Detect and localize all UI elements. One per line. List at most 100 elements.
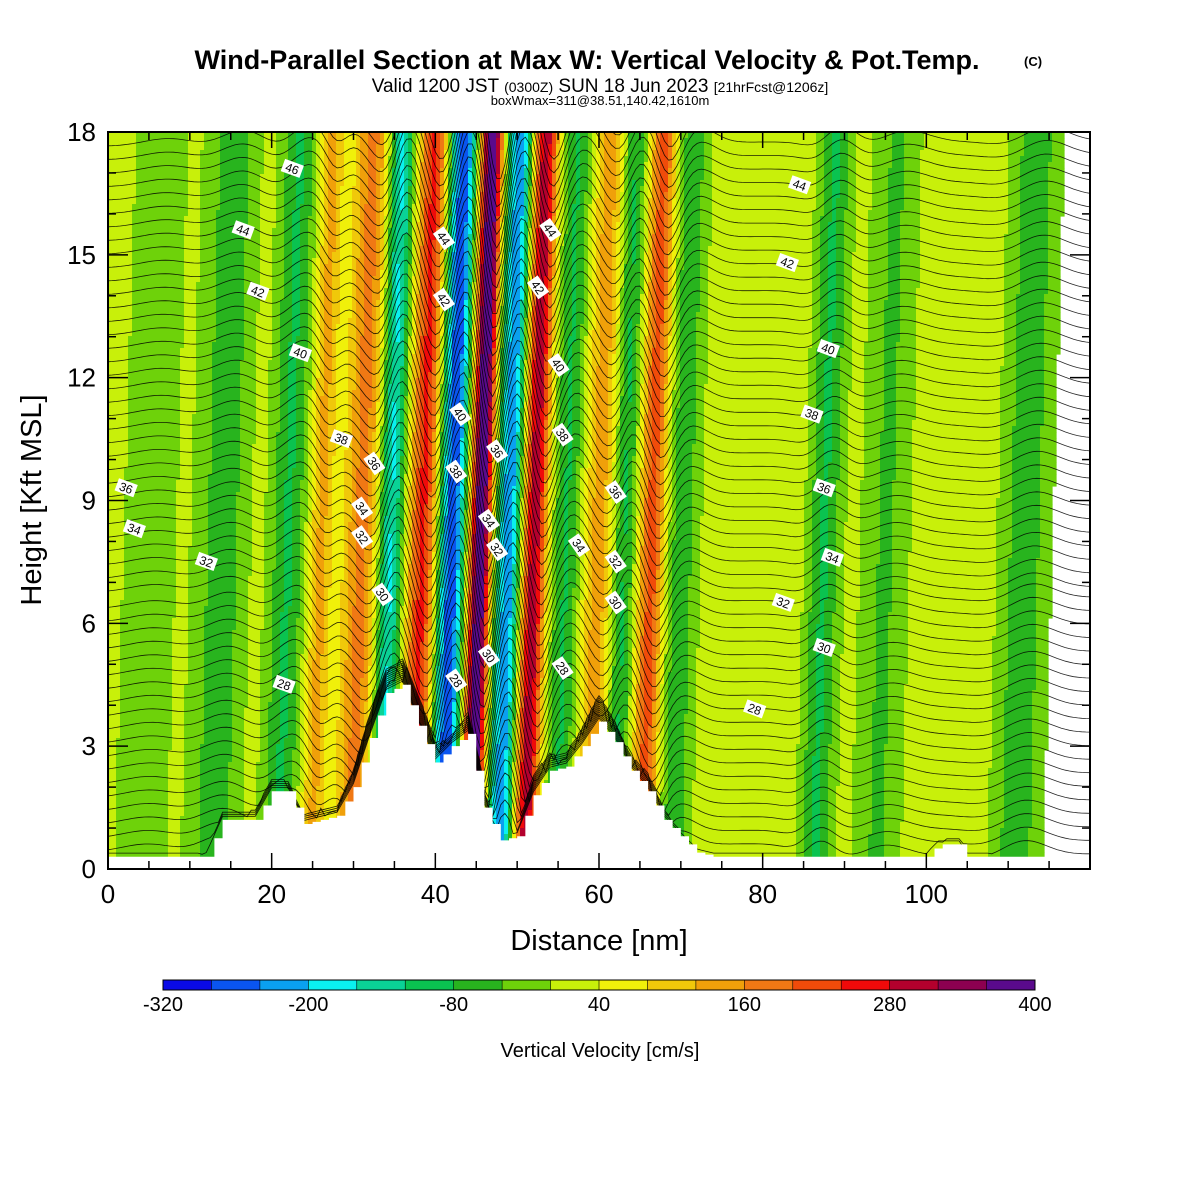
velocity-cell [668, 324, 673, 331]
velocity-cell [568, 168, 577, 175]
velocity-cell [280, 318, 293, 325]
velocity-cell [380, 402, 385, 409]
velocity-cell [648, 288, 653, 295]
velocity-cell [668, 228, 673, 235]
velocity-cell [672, 138, 677, 145]
velocity-cell [640, 282, 645, 289]
velocity-cell [468, 180, 473, 187]
velocity-cell [384, 258, 389, 265]
velocity-cell [348, 354, 357, 361]
velocity-cell [468, 246, 473, 253]
velocity-cell [1044, 300, 1061, 307]
velocity-cell [360, 144, 369, 151]
velocity-cell [476, 270, 481, 277]
velocity-cell [560, 330, 565, 337]
velocity-cell [504, 246, 509, 253]
velocity-cell [560, 150, 565, 157]
velocity-cell [376, 222, 381, 229]
velocity-cell [668, 162, 673, 169]
velocity-cell [612, 210, 621, 217]
velocity-cell [516, 354, 521, 361]
velocity-cell [376, 180, 381, 187]
velocity-cell [468, 336, 473, 343]
velocity-cell [384, 312, 389, 319]
velocity-cell [528, 156, 533, 163]
velocity-cell [452, 420, 461, 427]
velocity-cell [500, 294, 505, 301]
velocity-cell [512, 270, 521, 277]
velocity-cell [652, 354, 661, 361]
velocity-cell [508, 354, 517, 361]
velocity-cell [468, 162, 473, 169]
velocity-cell [436, 216, 441, 223]
velocity-cell [480, 162, 485, 169]
velocity-cell [316, 402, 321, 409]
velocity-cell [616, 306, 621, 313]
velocity-cell [388, 330, 393, 337]
velocity-cell [592, 222, 597, 229]
velocity-cell [420, 372, 425, 379]
velocity-cell [564, 156, 569, 163]
velocity-cell [392, 360, 405, 367]
velocity-cell [484, 300, 493, 307]
velocity-cell [428, 414, 433, 421]
velocity-cell [372, 396, 377, 403]
velocity-cell [376, 342, 381, 349]
velocity-cell [652, 180, 657, 187]
velocity-cell [548, 174, 553, 181]
velocity-cell [612, 336, 617, 343]
velocity-cell [572, 240, 577, 247]
velocity-cell [512, 216, 521, 223]
velocity-cell [496, 258, 501, 265]
velocity-cell [672, 384, 677, 391]
velocity-cell [832, 210, 837, 217]
velocity-cell [580, 330, 589, 337]
velocity-cell [824, 162, 833, 169]
velocity-cell [408, 132, 413, 139]
velocity-cell [868, 300, 885, 307]
velocity-cell [392, 306, 397, 313]
velocity-cell [308, 420, 313, 427]
velocity-cell [508, 282, 513, 289]
velocity-cell [416, 168, 421, 175]
velocity-cell [312, 378, 317, 385]
velocity-cell [424, 294, 429, 301]
velocity-cell [332, 276, 341, 283]
velocity-cell [548, 282, 553, 289]
velocity-cell [500, 222, 505, 229]
velocity-cell [472, 336, 477, 343]
velocity-cell [824, 186, 833, 193]
velocity-cell [376, 186, 381, 193]
velocity-cell [644, 324, 649, 331]
velocity-cell [560, 396, 569, 403]
velocity-cell [1020, 288, 1049, 295]
velocity-cell [660, 336, 665, 343]
velocity-cell [300, 234, 309, 241]
velocity-cell [852, 276, 869, 283]
velocity-cell [388, 282, 393, 289]
velocity-cell [196, 402, 213, 409]
velocity-cell [312, 192, 317, 199]
velocity-cell [468, 192, 473, 199]
velocity-cell [580, 156, 589, 163]
velocity-cell [388, 342, 393, 349]
velocity-cell [632, 234, 637, 241]
velocity-cell [436, 270, 441, 277]
velocity-cell [676, 216, 681, 223]
velocity-cell [492, 276, 497, 283]
velocity-cell [108, 138, 137, 145]
velocity-cell [372, 294, 381, 301]
velocity-cell [364, 324, 373, 331]
velocity-cell [220, 132, 249, 139]
velocity-cell [424, 216, 429, 223]
velocity-cell [632, 210, 637, 217]
velocity-cell [384, 276, 389, 283]
velocity-cell [412, 156, 417, 163]
velocity-cell [540, 144, 545, 151]
velocity-cell [852, 264, 869, 271]
velocity-cell [428, 300, 433, 307]
velocity-cell [384, 222, 389, 229]
velocity-cell [244, 258, 261, 265]
velocity-cell [452, 234, 457, 241]
velocity-cell [188, 198, 201, 205]
